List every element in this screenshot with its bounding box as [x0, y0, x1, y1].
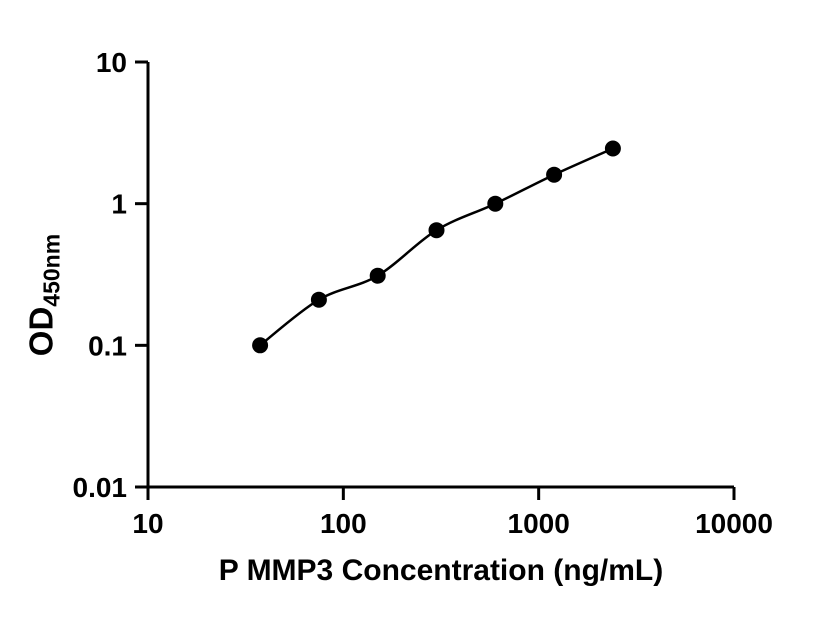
data-point: [310, 291, 327, 308]
x-axis-title: P MMP3 Concentration (ng/mL): [218, 554, 664, 587]
data-point: [369, 267, 386, 284]
y-axis-title-subscript: 450nm: [38, 233, 65, 307]
y-tick-label: 1: [111, 189, 127, 220]
x-tick-label: 100: [320, 508, 367, 539]
y-axis-title-main: OD: [22, 306, 60, 357]
data-point: [487, 195, 504, 212]
x-tick-label: 10000: [695, 508, 773, 539]
x-tick-label: 10: [132, 508, 163, 539]
data-point: [604, 140, 621, 157]
y-tick-label: 10: [96, 47, 127, 78]
data-point: [252, 337, 269, 354]
y-tick-label: 0.1: [88, 330, 127, 361]
y-tick-label: 0.01: [73, 472, 128, 503]
x-tick-label: 1000: [508, 508, 570, 539]
y-axis-title: OD450nm: [23, 234, 66, 356]
data-point: [428, 222, 445, 239]
data-point: [546, 166, 563, 183]
axes-line: [146, 62, 734, 489]
